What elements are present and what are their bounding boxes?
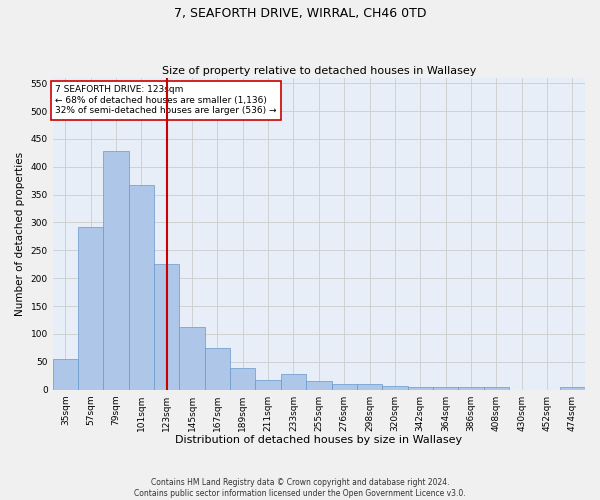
- Bar: [382, 386, 407, 390]
- Bar: [407, 387, 433, 390]
- Bar: [357, 384, 382, 390]
- Bar: [230, 368, 256, 390]
- Bar: [458, 387, 484, 390]
- Text: 7 SEAFORTH DRIVE: 123sqm
← 68% of detached houses are smaller (1,136)
32% of sem: 7 SEAFORTH DRIVE: 123sqm ← 68% of detach…: [55, 86, 277, 116]
- Bar: [129, 184, 154, 390]
- Text: 7, SEAFORTH DRIVE, WIRRAL, CH46 0TD: 7, SEAFORTH DRIVE, WIRRAL, CH46 0TD: [174, 8, 426, 20]
- Bar: [103, 151, 129, 390]
- Y-axis label: Number of detached properties: Number of detached properties: [15, 152, 25, 316]
- Bar: [484, 387, 509, 390]
- Title: Size of property relative to detached houses in Wallasey: Size of property relative to detached ho…: [161, 66, 476, 76]
- Bar: [306, 381, 332, 390]
- Bar: [560, 388, 585, 390]
- Bar: [256, 380, 281, 390]
- Bar: [205, 348, 230, 390]
- Bar: [53, 359, 78, 390]
- Bar: [332, 384, 357, 390]
- Bar: [78, 227, 103, 390]
- Bar: [281, 374, 306, 390]
- X-axis label: Distribution of detached houses by size in Wallasey: Distribution of detached houses by size …: [175, 435, 463, 445]
- Bar: [179, 326, 205, 390]
- Bar: [154, 264, 179, 390]
- Bar: [433, 387, 458, 390]
- Text: Contains HM Land Registry data © Crown copyright and database right 2024.
Contai: Contains HM Land Registry data © Crown c…: [134, 478, 466, 498]
